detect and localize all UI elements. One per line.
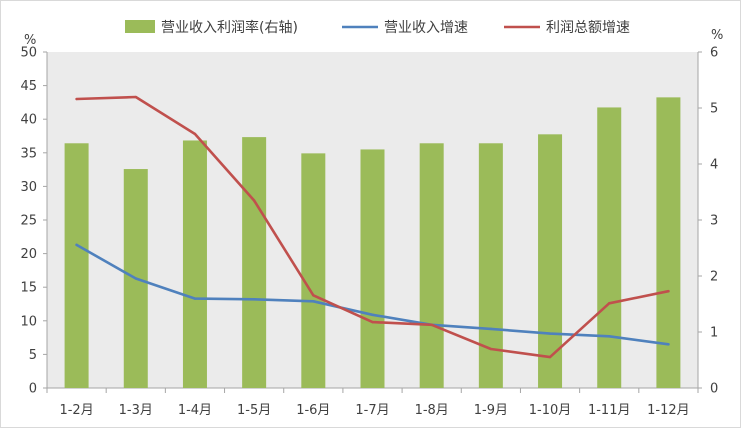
right-axis-unit: %	[711, 28, 723, 43]
x-tick-label: 1-10月	[529, 403, 572, 418]
legend-label: 营业收入增速	[384, 20, 468, 36]
left-tick-label: 30	[20, 180, 37, 195]
x-tick-label: 1-4月	[178, 403, 212, 418]
line-point	[371, 313, 374, 316]
bar	[538, 134, 563, 388]
left-tick-label: 50	[20, 46, 37, 61]
right-tick-label: 1	[710, 326, 718, 341]
right-tick-label: 0	[710, 382, 718, 397]
x-tick-label: 1-8月	[415, 403, 449, 418]
left-tick-label: 40	[20, 113, 37, 128]
x-tick-label: 1-7月	[355, 403, 389, 418]
line-point	[75, 243, 78, 247]
right-tick-label: 3	[710, 214, 718, 229]
left-tick-label: 20	[20, 247, 37, 262]
left-tick-label: 5	[29, 348, 37, 363]
right-tick-label: 6	[710, 46, 718, 61]
x-tick-label: 1-12月	[647, 403, 690, 418]
line-point	[252, 298, 256, 301]
x-tick-label: 1-11月	[588, 403, 631, 418]
line-point	[667, 290, 670, 293]
left-tick-label: 10	[20, 314, 37, 329]
line-point	[252, 199, 256, 202]
line-point	[608, 302, 611, 305]
x-tick-label: 1-3月	[119, 403, 153, 418]
line-point	[548, 355, 552, 359]
x-tick-label: 1-2月	[59, 403, 93, 418]
line-point	[312, 294, 315, 297]
line-point	[75, 97, 78, 101]
left-tick-label: 25	[20, 214, 37, 229]
x-tick-label: 1-5月	[237, 403, 271, 418]
left-tick-label: 0	[29, 382, 37, 397]
x-tick-label: 1-9月	[474, 403, 508, 418]
legend-swatch	[125, 20, 155, 33]
line-point	[430, 323, 433, 327]
line-point	[193, 132, 197, 136]
line-point	[489, 327, 493, 331]
bar	[419, 143, 444, 388]
right-tick-label: 4	[710, 158, 718, 173]
left-axis-unit: %	[24, 33, 36, 48]
bar	[182, 140, 207, 388]
line-point	[134, 277, 137, 280]
line-point	[608, 335, 611, 338]
bar	[360, 149, 385, 388]
right-tick-label: 5	[710, 102, 718, 117]
left-tick-label: 35	[20, 146, 37, 161]
bar	[242, 137, 267, 388]
x-tick-label: 1-6月	[296, 403, 330, 418]
bar	[597, 107, 622, 388]
legend-label: 利润总额增速	[546, 20, 630, 36]
line-point	[667, 343, 670, 346]
line-point	[312, 300, 315, 303]
right-tick-label: 2	[710, 270, 718, 285]
line-point	[548, 332, 552, 335]
line-point	[371, 320, 374, 324]
bar	[478, 143, 503, 388]
line-point	[193, 297, 197, 300]
left-tick-label: 15	[20, 281, 37, 296]
legend-label: 营业收入利润率(右轴)	[161, 19, 298, 36]
line-point	[489, 347, 493, 351]
bar	[301, 153, 326, 388]
bar	[64, 143, 89, 388]
line-point	[134, 95, 137, 99]
left-tick-label: 45	[20, 79, 37, 94]
bar	[656, 97, 681, 389]
